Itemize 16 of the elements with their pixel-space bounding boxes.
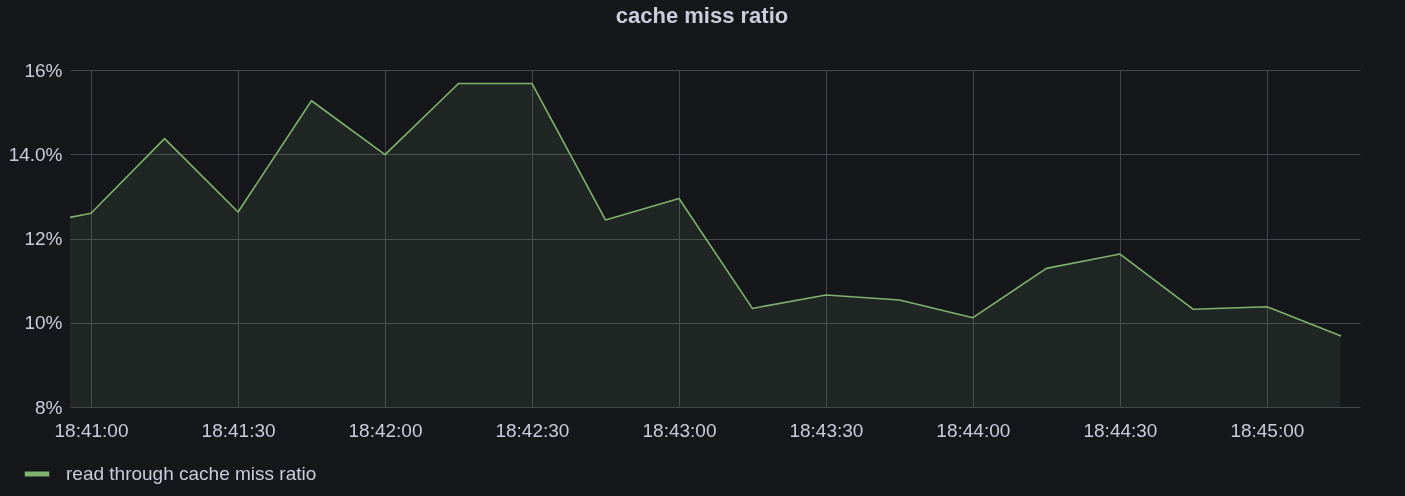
x-tick-label: 18:43:00 [642, 419, 717, 441]
chart-title: cache miss ratio [615, 3, 789, 28]
y-tick-label: 12% [24, 228, 63, 249]
y-tick-label: 14.0% [8, 143, 63, 165]
y-tick-label: 8% [35, 396, 63, 418]
y-tick-label: 16% [24, 59, 63, 81]
x-tick-label: 18:44:00 [936, 419, 1011, 441]
x-tick-label: 18:43:30 [789, 419, 864, 441]
y-tick-label: 10% [24, 312, 63, 334]
x-tick-label: 18:41:30 [201, 419, 276, 441]
x-tick-label: 18:42:00 [348, 419, 423, 441]
x-tick-label: 18:45:00 [1230, 419, 1305, 441]
legend-label: read through cache miss ratio [66, 463, 317, 484]
x-tick-label: 18:42:30 [495, 419, 570, 441]
x-tick-label: 18:41:00 [54, 419, 129, 441]
x-tick-label: 18:44:30 [1083, 419, 1158, 441]
